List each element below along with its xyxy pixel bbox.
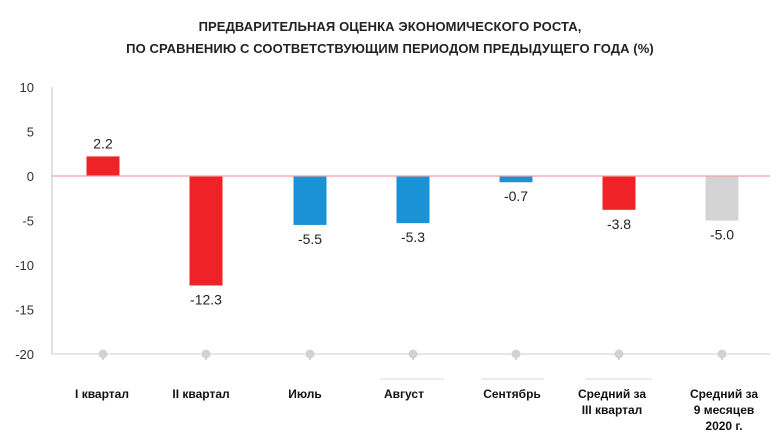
- bar: [86, 156, 120, 176]
- category-marker-dot: [305, 349, 315, 359]
- y-tick-label: 0: [27, 169, 34, 184]
- data-label: -5.0: [710, 227, 734, 243]
- x-tick-label: Средний за III квартал: [578, 387, 646, 417]
- x-tick-label-line: 2020 г.: [705, 419, 742, 433]
- category-marker-dot: [201, 349, 211, 359]
- bar: [705, 176, 739, 221]
- x-tick-label-line: Сентябрь: [483, 387, 541, 401]
- y-tick-label: -10: [15, 258, 34, 273]
- x-tick-label-line: II квартал: [172, 387, 229, 401]
- y-tick-label: -15: [15, 303, 34, 318]
- category-marker-dot: [717, 349, 727, 359]
- x-tick-label: Сентябрь: [483, 387, 541, 401]
- chart-subtitle: ПО СРАВНЕНИЮ С СООТВЕТСТВУЮЩИМ ПЕРИОДОМ …: [126, 41, 654, 56]
- y-tick-label: -5: [22, 214, 34, 229]
- x-tick-label-line: I квартал: [75, 387, 129, 401]
- data-label: -3.8: [607, 216, 631, 232]
- x-tick-label-line: Средний за: [578, 387, 646, 401]
- x-tick-label: Июль: [288, 387, 322, 401]
- data-label: -5.5: [298, 231, 322, 247]
- chart-title: ПРЕДВАРИТЕЛЬНАЯ ОЦЕНКА ЭКОНОМИЧЕСКОГО РО…: [198, 19, 582, 34]
- x-tick-label-line: 9 месяцев: [694, 403, 755, 417]
- data-label: -12.3: [190, 291, 222, 307]
- x-tick-label: I квартал: [75, 387, 129, 401]
- bar: [189, 176, 223, 286]
- x-tick-label-line: Июль: [288, 387, 322, 401]
- x-tick-label-line: Август: [384, 387, 424, 401]
- x-tick-label: Август: [384, 387, 424, 401]
- category-marker-dot: [408, 349, 418, 359]
- x-tick-label: II квартал: [172, 387, 229, 401]
- bar: [499, 176, 533, 183]
- bar: [602, 176, 636, 210]
- bar: [293, 176, 327, 225]
- category-marker-dot: [98, 349, 108, 359]
- x-tick-label-line: Средний за: [690, 387, 758, 401]
- data-label: -0.7: [504, 188, 528, 204]
- x-tick-label-line: III квартал: [582, 403, 643, 417]
- x-tick-label: Средний за 9 месяцев 2020 г.: [690, 387, 758, 433]
- data-label: 2.2: [93, 135, 113, 151]
- y-tick-label: 10: [20, 80, 34, 95]
- category-marker-dot: [614, 349, 624, 359]
- bar: [396, 176, 430, 224]
- y-tick-label: -20: [15, 347, 34, 362]
- y-tick-label: 5: [27, 125, 34, 140]
- data-label: -5.3: [401, 229, 425, 245]
- category-marker-dot: [511, 349, 521, 359]
